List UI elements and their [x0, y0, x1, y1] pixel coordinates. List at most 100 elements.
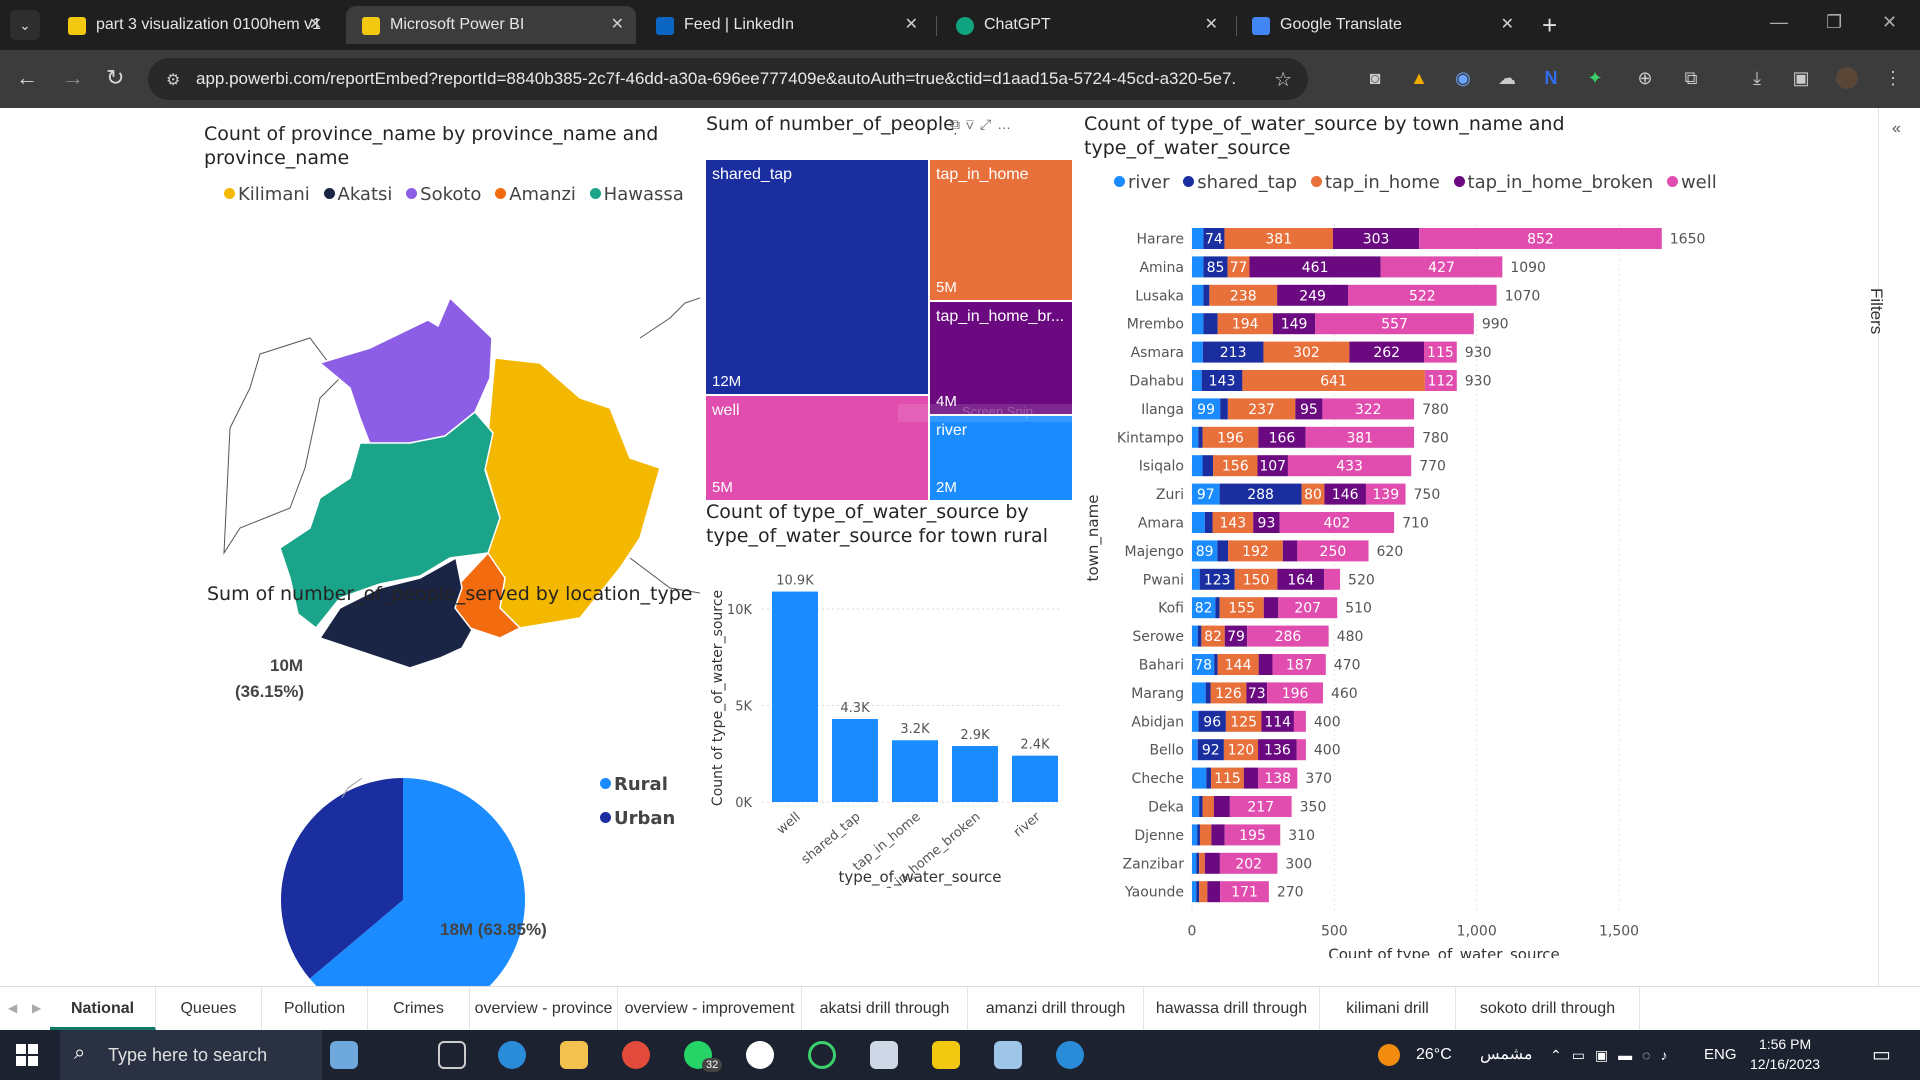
segment-tap_in_home[interactable] — [1225, 710, 1262, 732]
segment-river[interactable] — [1192, 568, 1200, 590]
legend-item[interactable]: tap_in_home — [1310, 172, 1440, 193]
clock[interactable]: 1:56 PM 12/16/2023 — [1750, 1036, 1821, 1072]
segment-tap_in_home_broken[interactable] — [1282, 540, 1298, 562]
extension-icon[interactable]: N — [1544, 68, 1558, 88]
bar-shared_tap[interactable] — [832, 718, 878, 802]
powerbi-taskbar-icon[interactable] — [932, 1041, 960, 1069]
weather-temp[interactable]: 26°C — [1416, 1046, 1452, 1063]
segment-river[interactable] — [1192, 767, 1207, 789]
segment-tap_in_home_broken[interactable] — [1253, 512, 1280, 533]
windows-start-icon[interactable] — [16, 1044, 38, 1066]
segment-tap_in_home_broken[interactable] — [1224, 625, 1248, 647]
segment-tap_in_home_broken[interactable] — [1246, 682, 1268, 704]
restore-icon[interactable]: ❐ — [1826, 12, 1843, 32]
extension-icon[interactable]: ◉ — [1455, 68, 1471, 88]
segment-tap_in_home_broken[interactable] — [1324, 483, 1366, 505]
segment-well[interactable] — [1219, 852, 1278, 874]
segment-tap_in_home_broken[interactable] — [1257, 455, 1288, 477]
segment-well[interactable] — [1272, 654, 1326, 675]
segment-well[interactable] — [1279, 512, 1395, 533]
extension-icon[interactable]: ✦ — [1587, 68, 1603, 88]
segment-shared_tap[interactable] — [1199, 796, 1203, 817]
province-map[interactable] — [200, 208, 700, 678]
segment-tap_in_home_broken[interactable] — [1295, 398, 1323, 420]
segment-tap_in_home[interactable] — [1234, 568, 1278, 590]
segment-tap_in_home[interactable] — [1263, 341, 1350, 363]
segment-tap_in_home_broken[interactable] — [1204, 852, 1220, 874]
segment-tap_in_home[interactable] — [1217, 313, 1273, 335]
weather-text[interactable]: مشمس — [1480, 1046, 1533, 1063]
segment-shared_tap[interactable] — [1197, 739, 1224, 761]
weather-icon[interactable] — [1378, 1044, 1400, 1066]
camera-icon[interactable]: ◙ — [1369, 68, 1381, 88]
segment-river[interactable] — [1192, 313, 1204, 335]
segment-river[interactable] — [1192, 256, 1204, 278]
segment-tap_in_home[interactable] — [1217, 654, 1259, 675]
segment-river[interactable] — [1192, 483, 1220, 505]
next-page-icon[interactable]: ▶ — [32, 1001, 42, 1015]
bar-river[interactable] — [1012, 755, 1058, 802]
page-tab[interactable]: overview - improvement — [618, 987, 802, 1031]
segment-shared_tap[interactable] — [1203, 228, 1225, 249]
segment-well[interactable] — [1267, 682, 1323, 704]
segment-well[interactable] — [1365, 483, 1406, 505]
segment-tap_in_home_broken[interactable] — [1261, 710, 1294, 732]
segment-shared_tap[interactable] — [1219, 483, 1302, 505]
page-tab[interactable]: Pollution — [262, 987, 368, 1031]
page-tab[interactable]: National — [50, 987, 156, 1031]
url-text[interactable]: app.powerbi.com/reportEmbed?reportId=884… — [196, 69, 1236, 88]
segment-tap_in_home[interactable] — [1209, 284, 1278, 306]
segment-river[interactable] — [1192, 682, 1206, 704]
segment-tap_in_home[interactable] — [1202, 796, 1214, 817]
segment-river[interactable] — [1192, 284, 1204, 306]
segment-well[interactable] — [1297, 540, 1369, 562]
segment-tap_in_home_broken[interactable] — [1207, 881, 1221, 903]
segment-shared_tap[interactable] — [1203, 256, 1228, 278]
filters-pane[interactable] — [1878, 108, 1920, 986]
legend-item[interactable]: Kilimani — [224, 184, 310, 205]
bar-tap_in_home[interactable] — [892, 740, 938, 802]
segment-shared_tap[interactable] — [1202, 455, 1214, 477]
segment-well[interactable] — [1419, 228, 1662, 249]
segment-well[interactable] — [1322, 398, 1415, 420]
chrome-icon[interactable] — [622, 1041, 650, 1069]
segment-river[interactable] — [1192, 625, 1198, 647]
map-region-hawassa[interactable] — [279, 410, 501, 630]
prev-page-icon[interactable]: ◀ — [8, 1001, 18, 1015]
segment-river[interactable] — [1192, 852, 1197, 874]
segment-tap_in_home_broken[interactable] — [1263, 597, 1279, 619]
segment-shared_tap[interactable] — [1196, 852, 1200, 874]
treemap-tile-tap-in-home-broken[interactable]: tap_in_home_br... 4M — [930, 302, 1072, 414]
segment-well[interactable] — [1220, 881, 1269, 903]
page-tab[interactable]: kilimani drill through — [1320, 987, 1456, 1061]
notifications-icon[interactable]: ▭ — [1872, 1044, 1891, 1066]
segment-shared_tap[interactable] — [1215, 597, 1220, 619]
segment-tap_in_home_broken[interactable] — [1277, 284, 1349, 306]
segment-well[interactable] — [1324, 568, 1341, 590]
segment-shared_tap[interactable] — [1203, 284, 1210, 306]
segment-river[interactable] — [1192, 228, 1204, 249]
app-icon[interactable] — [870, 1041, 898, 1069]
reload-icon[interactable]: ↻ — [106, 65, 125, 90]
page-tab[interactable]: amanzi drill through — [968, 987, 1144, 1031]
browser-tab[interactable]: Google Translate ✕ — [1236, 6, 1526, 44]
legend-item[interactable]: Sokoto — [406, 184, 481, 205]
segment-shared_tap[interactable] — [1197, 824, 1200, 846]
browser-tab[interactable]: Feed | LinkedIn ✕ — [640, 6, 930, 44]
segment-well[interactable] — [1229, 796, 1292, 817]
page-tab[interactable]: hawassa drill through — [1144, 987, 1320, 1031]
map-region-akatsi[interactable] — [318, 556, 473, 669]
segment-shared_tap[interactable] — [1205, 682, 1211, 704]
sidepanel-icon[interactable]: ▣ — [1792, 68, 1810, 88]
segment-shared_tap[interactable] — [1198, 426, 1203, 448]
segment-well[interactable] — [1278, 597, 1338, 619]
legend-item[interactable]: Akatsi — [323, 184, 392, 205]
avatar[interactable] — [1836, 67, 1858, 89]
language-indicator[interactable]: ENG — [1704, 1046, 1737, 1063]
extension-icon[interactable]: ⊕ — [1637, 68, 1653, 88]
segment-well[interactable] — [1380, 256, 1503, 278]
segment-tap_in_home_broken[interactable] — [1258, 426, 1306, 448]
browser-tab-active[interactable]: Microsoft Power BI ✕ — [346, 6, 636, 44]
pie-slice-urban[interactable] — [281, 778, 403, 979]
segment-river[interactable] — [1192, 512, 1205, 533]
